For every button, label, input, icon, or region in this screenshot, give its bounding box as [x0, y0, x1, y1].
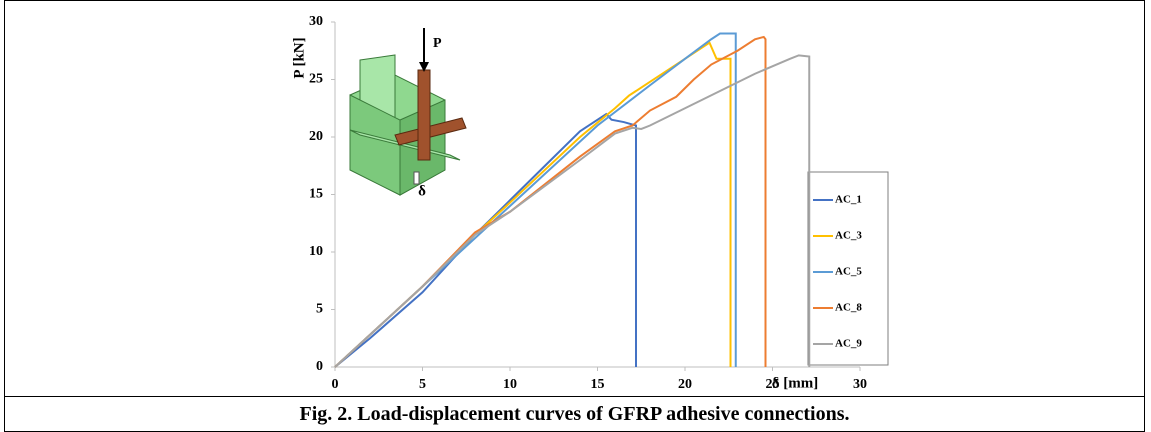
series-line — [334, 32, 737, 368]
legend-box — [807, 171, 889, 366]
series-line — [334, 54, 811, 368]
inset-illustration — [349, 28, 467, 196]
legend-label: AC_5 — [835, 266, 862, 278]
inset-label: P — [433, 36, 442, 51]
y-tick-label: 10 — [309, 244, 323, 259]
x-tick-label: 30 — [853, 377, 867, 392]
x-tick-label: 5 — [419, 377, 426, 392]
y-tick-label: 5 — [316, 302, 323, 317]
legend-label: AC_9 — [835, 338, 862, 350]
inset-label: δ — [418, 183, 426, 199]
x-tick-label: 25 — [766, 377, 780, 392]
y-tick-label: 30 — [309, 14, 323, 29]
chart: P δ δ [mm] P [kN] 0 5 10 15 20 25 30 0 5 10 15 20 25… — [291, 14, 889, 392]
y-tick-label: 20 — [309, 129, 323, 144]
legend-label: AC_3 — [835, 230, 862, 242]
y-axis-label: P [kN] — [291, 37, 307, 78]
legend-label: AC_8 — [835, 302, 862, 314]
x-tick-label: 15 — [591, 377, 605, 392]
caption: Fig. 2. Load-displacement curves of GFRP… — [4, 396, 1145, 432]
y-tick-label: 0 — [316, 359, 323, 374]
y-tick-label: 15 — [309, 187, 323, 202]
legend-label: AC_1 — [835, 194, 862, 206]
x-tick-label: 0 — [332, 377, 339, 392]
series-line — [334, 112, 637, 368]
y-tick-label: 25 — [309, 72, 323, 87]
x-tick-label: 20 — [678, 377, 692, 392]
x-axis-label: δ [mm] — [772, 375, 819, 391]
x-tick-label: 10 — [503, 377, 517, 392]
